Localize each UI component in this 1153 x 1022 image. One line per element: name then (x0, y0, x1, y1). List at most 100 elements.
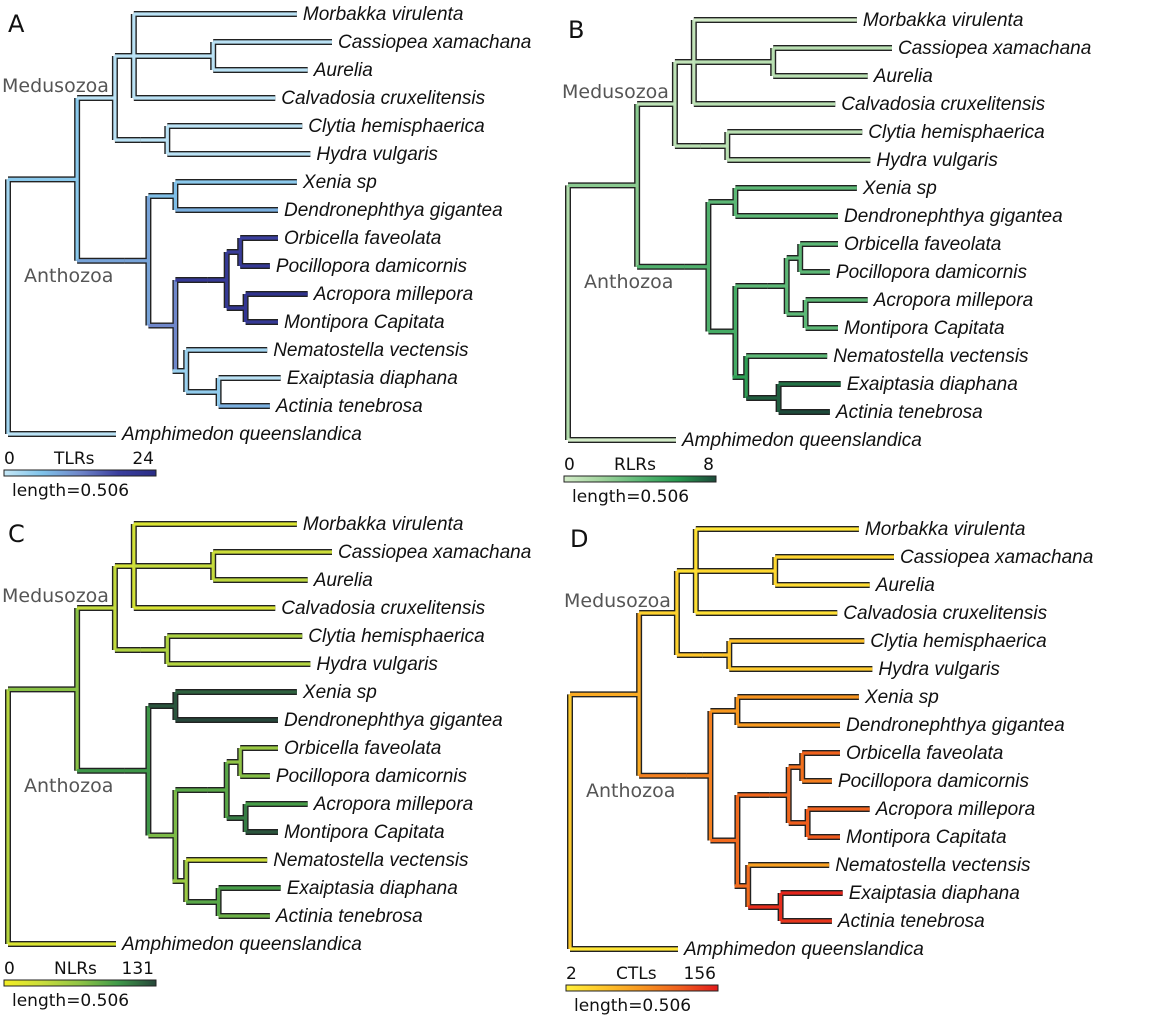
taxon-label: Nematostella vectensis (273, 340, 469, 361)
scale-length-label: length=0.506 (12, 481, 129, 501)
taxon-label: Cassiopea xamachana (900, 547, 1093, 568)
legend-min: 2 (566, 964, 577, 984)
panel-letter: C (8, 520, 25, 548)
taxon-label: Xenia sp (302, 682, 377, 703)
taxon-label: Calvadosia cruxelitensis (281, 88, 485, 109)
taxon-label: Morbakka virulenta (303, 4, 464, 25)
taxon-label: Orbicella faveolata (844, 234, 1001, 255)
taxon-label: Nematostella vectensis (833, 346, 1029, 367)
legend-color-bar (3, 469, 157, 477)
panel-letter: B (568, 16, 584, 44)
taxon-label: Amphimedon queenslandica (121, 934, 362, 955)
taxon-label: Acropora millepora (313, 284, 473, 305)
taxon-label: Amphimedon queenslandica (681, 430, 922, 451)
taxon-label: Orbicella faveolata (284, 228, 441, 249)
clade-label-anthozoa: Anthozoa (586, 780, 675, 802)
clade-label-anthozoa: Anthozoa (584, 271, 673, 293)
taxon-label: Aurelia (875, 575, 935, 596)
taxon-label: Calvadosia cruxelitensis (843, 603, 1047, 624)
clade-label-medusozoa: Medusozoa (564, 590, 671, 612)
taxon-label: Aurelia (313, 570, 373, 591)
taxon-label: Cassiopea xamachana (338, 32, 531, 53)
taxon-label: Xenia sp (862, 178, 937, 199)
panel-a: A Morbakka virulenta Cassiopea xamachana Au… (2, 4, 531, 501)
taxon-label: Aurelia (313, 60, 373, 81)
taxon-label: Amphimedon queenslandica (121, 424, 362, 445)
taxon-label: Actinia tenebrosa (837, 911, 985, 932)
legend-min: 0 (4, 959, 15, 979)
taxon-label: Hydra vulgaris (876, 150, 998, 171)
taxon-label: Pocillopora damicornis (276, 256, 468, 277)
legend-max: 8 (703, 455, 714, 475)
taxon-label: Nematostella vectensis (273, 850, 469, 871)
taxon-label: Dendronephthya gigantea (284, 710, 503, 731)
taxon-label: Dendronephthya gigantea (284, 200, 503, 221)
clade-label-anthozoa: Anthozoa (24, 775, 113, 797)
legend-color-bar (563, 475, 717, 483)
taxon-label: Morbakka virulenta (863, 10, 1024, 31)
legend-max: 156 (684, 964, 716, 984)
taxon-label: Morbakka virulenta (865, 519, 1026, 540)
taxon-label: Cassiopea xamachana (338, 542, 531, 563)
taxon-label: Hydra vulgaris (878, 659, 1000, 680)
panel-letter: D (570, 525, 588, 553)
tree-branches (566, 18, 892, 442)
tree-branches (6, 12, 332, 436)
taxon-label: Montipora Capitata (284, 822, 445, 843)
legend-gene-family: CTLs (616, 964, 657, 984)
taxon-label: Calvadosia cruxelitensis (281, 598, 485, 619)
taxon-label: Pocillopora damicornis (838, 771, 1030, 792)
taxon-label: Acropora millepora (873, 290, 1033, 311)
taxon-label: Acropora millepora (313, 794, 473, 815)
taxon-label: Clytia hemisphaerica (308, 626, 484, 647)
legend-max: 131 (122, 959, 154, 979)
legend-gene-family: RLRs (614, 455, 656, 475)
taxon-label: Acropora millepora (875, 799, 1035, 820)
legend-color-bar (3, 979, 157, 987)
legend-min: 0 (4, 449, 15, 469)
taxon-label: Hydra vulgaris (316, 144, 438, 165)
scale-length-label: length=0.506 (572, 487, 689, 507)
legend-max: 24 (132, 449, 154, 469)
taxon-label: Cassiopea xamachana (898, 38, 1091, 59)
taxon-label: Morbakka virulenta (303, 514, 464, 535)
taxon-label: Xenia sp (864, 687, 939, 708)
scale-length-label: length=0.506 (12, 991, 129, 1011)
scale-length-label: length=0.506 (574, 996, 691, 1016)
taxon-label: Montipora Capitata (284, 312, 445, 333)
taxon-label: Exaiptasia diaphana (287, 368, 458, 389)
taxon-label: Actinia tenebrosa (275, 906, 423, 927)
tree-branches (6, 522, 332, 946)
taxon-label: Montipora Capitata (844, 318, 1005, 339)
taxon-label: Clytia hemisphaerica (308, 116, 484, 137)
legend-gene-family: NLRs (54, 959, 97, 979)
legend-min: 0 (564, 455, 575, 475)
taxon-label: Nematostella vectensis (835, 855, 1031, 876)
clade-label-medusozoa: Medusozoa (562, 81, 669, 103)
taxon-label: Actinia tenebrosa (275, 396, 423, 417)
tree-branches (568, 527, 894, 951)
taxon-label: Clytia hemisphaerica (868, 122, 1044, 143)
taxon-label: Dendronephthya gigantea (846, 715, 1065, 736)
taxon-label: Orbicella faveolata (284, 738, 441, 759)
taxon-label: Montipora Capitata (846, 827, 1007, 848)
panel-c: C Morbakka virulenta Cassiopea xamachana Au… (2, 514, 531, 1011)
taxon-label: Orbicella faveolata (846, 743, 1003, 764)
taxon-label: Pocillopora damicornis (836, 262, 1028, 283)
taxon-label: Hydra vulgaris (316, 654, 438, 675)
taxon-label: Actinia tenebrosa (835, 402, 983, 423)
panel-letter: A (8, 10, 25, 38)
panel-d: D Morbakka virulenta Cassiopea xamachana Au… (564, 519, 1093, 1016)
legend-color-bar (565, 984, 719, 992)
taxon-label: Exaiptasia diaphana (847, 374, 1018, 395)
taxon-label: Clytia hemisphaerica (870, 631, 1046, 652)
taxon-label: Calvadosia cruxelitensis (841, 94, 1045, 115)
taxon-label: Exaiptasia diaphana (849, 883, 1020, 904)
clade-label-anthozoa: Anthozoa (24, 265, 113, 287)
taxon-label: Exaiptasia diaphana (287, 878, 458, 899)
panel-b: B Morbakka virulenta Cassiopea xamachana Au… (562, 10, 1091, 507)
taxon-label: Aurelia (873, 66, 933, 87)
taxon-label: Pocillopora damicornis (276, 766, 468, 787)
taxon-label: Dendronephthya gigantea (844, 206, 1063, 227)
